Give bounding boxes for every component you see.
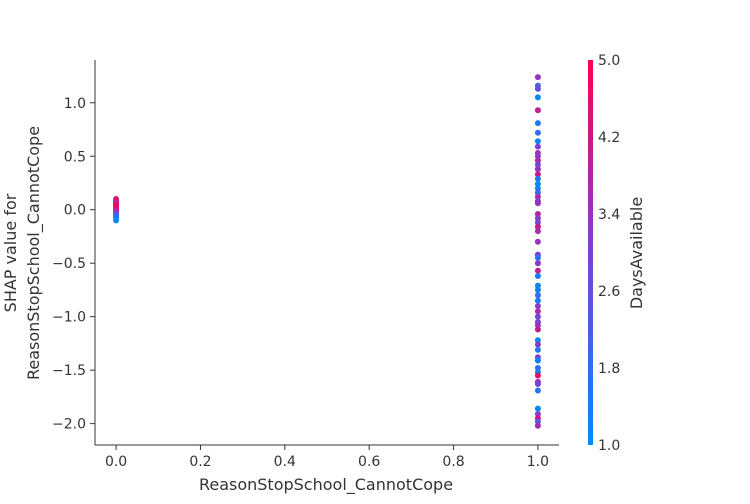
scatter-point [534, 200, 541, 207]
colorbar-ticks: 5.0 4.2 3.4 2.6 1.8 1.0 [598, 53, 620, 454]
scatter-point [534, 365, 541, 371]
scatter-point [534, 189, 541, 196]
x-tick-label: 0.6 [358, 454, 380, 470]
scatter-point [534, 107, 541, 114]
y-ticks: 1.0 0.5 0.0 −0.5 −1.0 −1.5 −2.0 [52, 96, 95, 433]
x-tick-label: 0.8 [442, 454, 464, 470]
scatter-point [534, 341, 541, 348]
colorbar-tick-label: 2.6 [598, 284, 620, 300]
scatter-point [534, 193, 541, 200]
scatter-point [534, 228, 541, 235]
x-tick-label: 0.0 [105, 454, 127, 470]
colorbar-gradient [588, 60, 593, 445]
y-tick-label: 1.0 [64, 96, 86, 112]
scatter-point [534, 120, 541, 127]
y-tick-label: −0.5 [52, 256, 86, 272]
scatter-point [534, 308, 541, 315]
x-axis-title: ReasonStopSchool_CannotCope [199, 475, 453, 495]
scatter-point [534, 322, 541, 329]
scatter-point [534, 381, 541, 388]
scatter-point [534, 313, 541, 320]
scatter-point [534, 223, 541, 230]
colorbar-title: DaysAvailable [627, 197, 646, 309]
scatter-point [534, 273, 541, 280]
scatter-point [534, 85, 541, 92]
y-tick-label: 0.5 [64, 149, 86, 165]
scatter-point [534, 260, 541, 267]
y-tick-label: 0.0 [64, 203, 86, 219]
colorbar-title-group: DaysAvailable [627, 197, 646, 309]
scatter-point [534, 219, 541, 226]
scatter-point [534, 143, 541, 150]
y-axis-title-line-1: SHAP value for [1, 193, 20, 312]
x-tick-label: 0.2 [189, 454, 211, 470]
scatter-point [534, 175, 541, 182]
scatter-point [534, 410, 541, 417]
scatter-point [534, 405, 541, 412]
scatter-point [534, 418, 541, 425]
scatter-point [534, 387, 541, 394]
points-layer [113, 74, 541, 429]
scatter-point [534, 161, 541, 168]
y-axis-title-line-2: ReasonStopSchool_CannotCope [24, 126, 44, 380]
scatter-point [534, 267, 541, 274]
x-tick-label: 1.0 [527, 454, 549, 470]
scatter-point [534, 302, 541, 309]
colorbar: 5.0 4.2 3.4 2.6 1.8 1.0 DaysAvailable [588, 53, 646, 454]
x-tick-label: 0.4 [274, 454, 296, 470]
scatter-point [534, 94, 541, 101]
y-axis-title-group: SHAP value for ReasonStopSchool_CannotCo… [1, 126, 44, 380]
scatter-point [534, 254, 541, 261]
scatter-point [534, 282, 541, 289]
scatter-point [534, 138, 541, 145]
scatter-point [534, 129, 541, 136]
scatter-point [534, 153, 541, 160]
scatter-point [113, 217, 120, 224]
scatter-point [534, 171, 541, 178]
scatter-point [534, 297, 541, 304]
scatter-point [534, 238, 541, 245]
scatter-point [534, 185, 541, 192]
y-tick-label: −2.0 [52, 417, 86, 433]
scatter-point [534, 181, 541, 188]
colorbar-tick-label: 4.2 [598, 130, 620, 146]
scatter-point [534, 166, 541, 173]
axes [94, 60, 559, 446]
x-ticks: 0.0 0.2 0.4 0.6 0.8 1.0 [105, 445, 549, 470]
colorbar-tick-label: 5.0 [598, 53, 620, 69]
scatter-point [534, 326, 541, 333]
scatter-point [534, 292, 541, 299]
scatter-point [534, 157, 541, 164]
scatter-point [534, 357, 541, 364]
scatter-point [534, 346, 541, 353]
scatter-point [534, 215, 541, 222]
colorbar-tick-label: 1.8 [598, 361, 620, 377]
scatter-point [534, 286, 541, 293]
colorbar-tick-label: 1.0 [598, 438, 620, 454]
y-tick-label: −1.0 [52, 310, 86, 326]
scatter-point [534, 422, 541, 429]
y-tick-label: −1.5 [52, 363, 86, 379]
colorbar-tick-label: 3.4 [598, 207, 620, 223]
scatter-point [534, 372, 541, 379]
scatter-point [534, 337, 541, 344]
scatter-point [534, 74, 541, 81]
scatter-point [534, 211, 541, 217]
